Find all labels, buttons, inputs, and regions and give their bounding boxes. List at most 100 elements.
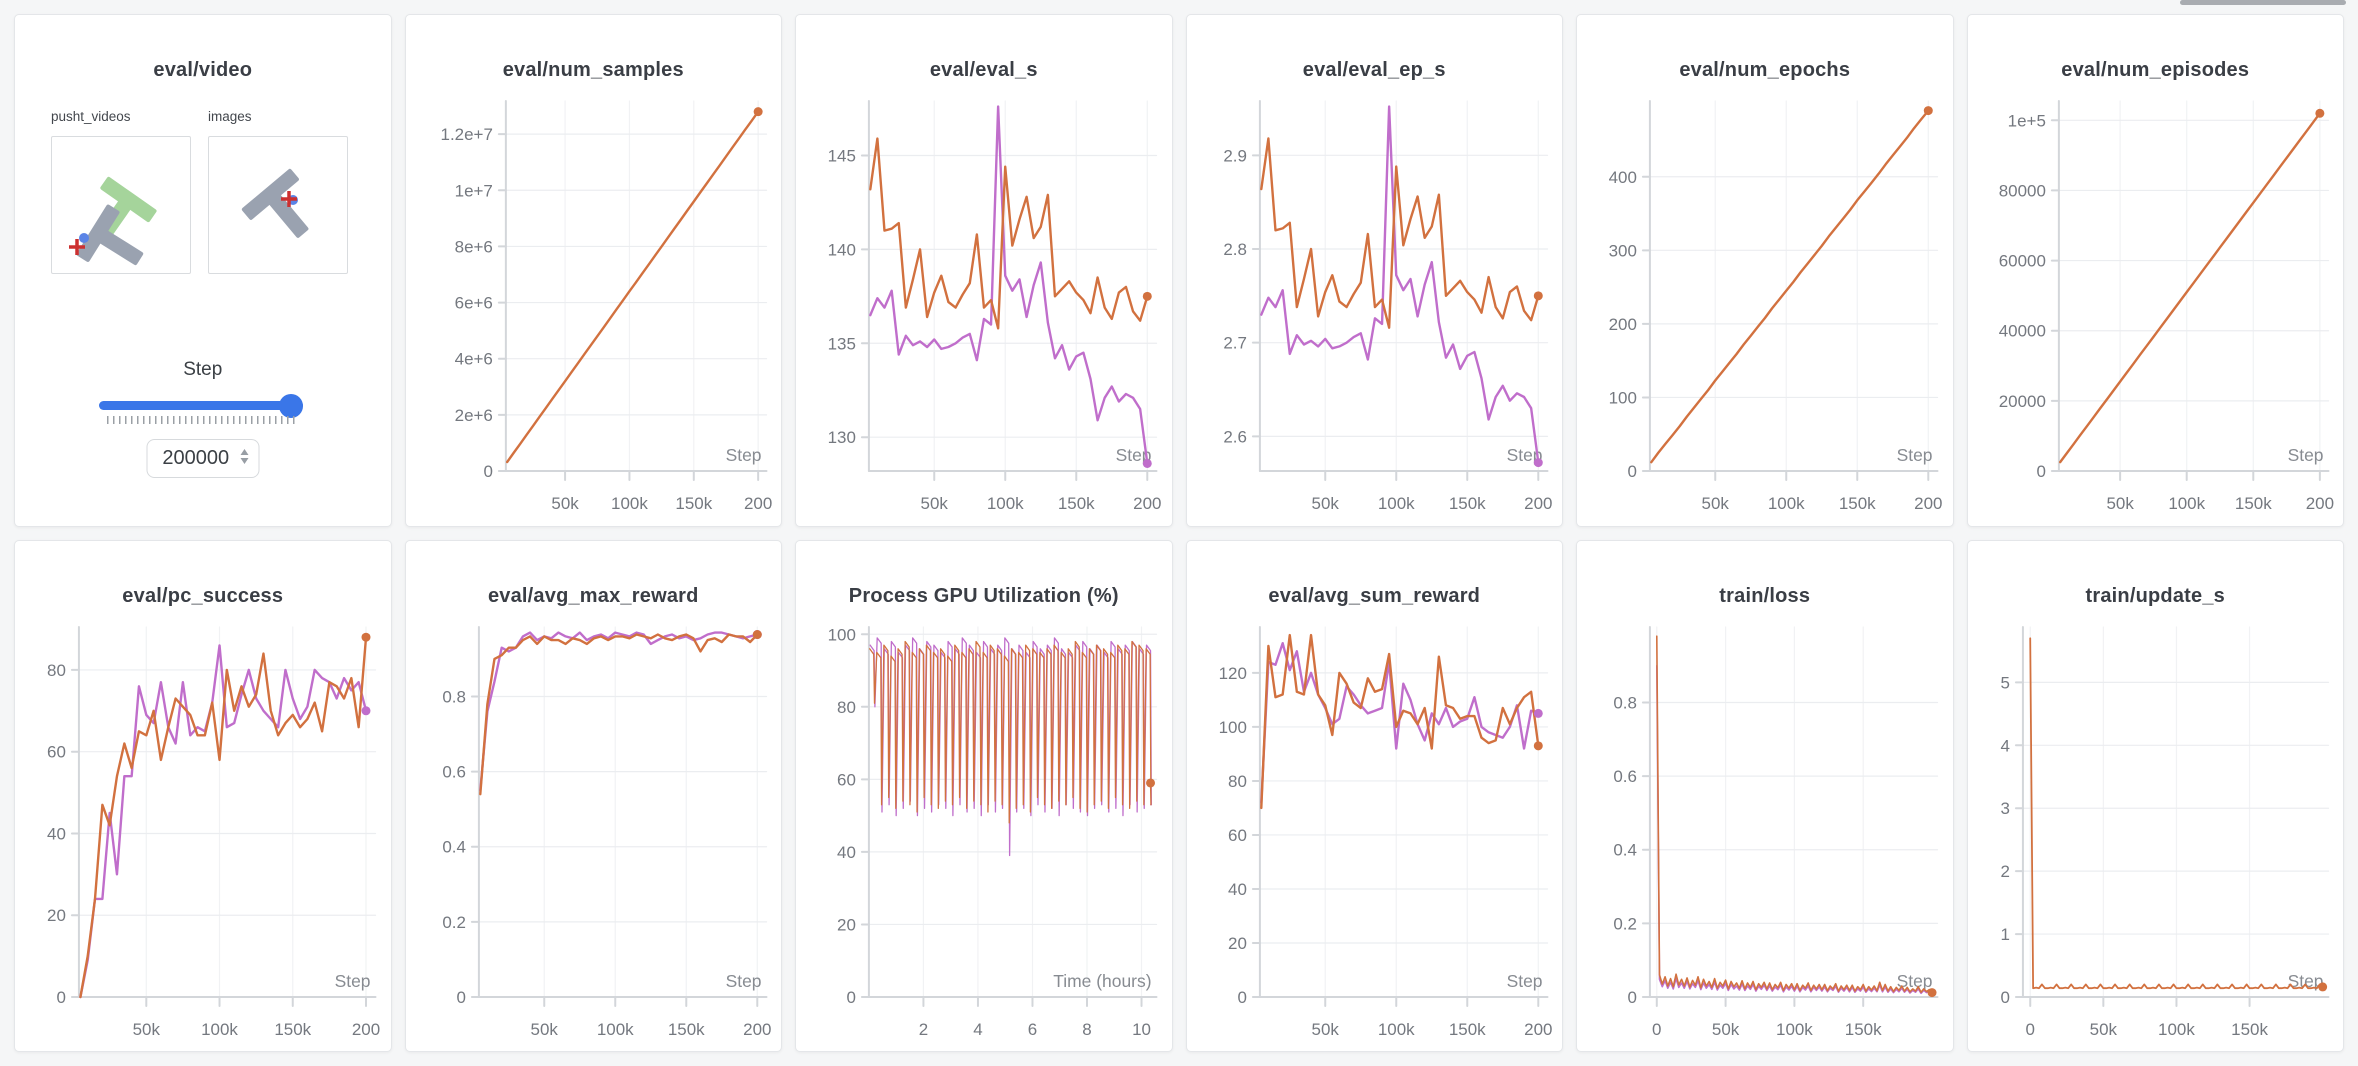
svg-text:80: 80 <box>47 660 66 679</box>
chart-title: eval/eval_s <box>929 59 1038 81</box>
svg-text:0: 0 <box>1627 462 1636 481</box>
svg-text:200: 200 <box>1609 315 1637 334</box>
svg-text:Step: Step <box>2287 970 2323 990</box>
stepper-arrows-icon[interactable] <box>240 449 249 464</box>
panel-eval-num-episodes[interactable]: eval/num_episodes 50k 100k 150k 200 0 20000 40… <box>1966 14 2344 527</box>
svg-text:2.9: 2.9 <box>1223 146 1247 165</box>
svg-text:135: 135 <box>828 334 856 353</box>
step-slider-label: Step <box>183 359 223 380</box>
panel-title: eval/video <box>153 59 253 81</box>
svg-text:0.2: 0.2 <box>442 912 466 931</box>
line-chart-num-samples: 50k 100k 150k 200 0 2e+6 4e+6 6e+6 8e+6 1e+7 1.2e+… <box>440 100 772 513</box>
panel-eval-pc-success[interactable]: eval/pc_success 50k 100k 150k 200 0 20 40 60 80 S… <box>14 539 392 1052</box>
video-thumbnail-images[interactable] <box>208 136 348 274</box>
svg-text:0.4: 0.4 <box>442 837 466 856</box>
panel-eval-eval-ep-s[interactable]: eval/eval_ep_s 50k 100k 150k 200 2.6 2.7 2.8 2.… <box>1185 14 1563 527</box>
svg-text:Time (hours): Time (hours) <box>1053 970 1151 990</box>
svg-text:6: 6 <box>1028 1019 1037 1038</box>
svg-text:100: 100 <box>828 625 856 644</box>
step-number-input[interactable]: 200000 <box>146 439 260 478</box>
svg-text:200: 200 <box>1133 494 1161 513</box>
svg-text:100k: 100k <box>611 494 648 513</box>
panel-eval-video[interactable]: eval/video pusht_videos images <box>14 14 392 527</box>
svg-text:200: 200 <box>1524 494 1552 513</box>
svg-text:40: 40 <box>47 824 66 843</box>
svg-text:0: 0 <box>57 987 66 1006</box>
svg-text:20: 20 <box>1228 933 1247 952</box>
svg-text:40: 40 <box>1228 879 1247 898</box>
step-slider-track[interactable] <box>99 401 303 410</box>
svg-text:1e+7: 1e+7 <box>454 181 492 200</box>
svg-text:50k: 50k <box>551 494 579 513</box>
svg-text:140: 140 <box>828 240 856 259</box>
panel-eval-avg-max-reward[interactable]: eval/avg_max_reward 50k 100k 150k 200 0 0.2 0.… <box>404 539 782 1052</box>
media-group-label-images: images <box>208 109 252 124</box>
svg-text:150k: 150k <box>2234 494 2271 513</box>
svg-text:150k: 150k <box>1058 494 1095 513</box>
svg-text:2: 2 <box>2000 862 2009 881</box>
svg-text:0.8: 0.8 <box>1613 693 1637 712</box>
svg-text:4: 4 <box>973 1019 982 1038</box>
panel-eval-num-samples[interactable]: eval/num_samples 50k 100k 150k 200 0 2e+6 4e+6… <box>404 14 782 527</box>
panel-eval-avg-sum-reward[interactable]: eval/avg_sum_reward 50k 100k 150k 200 0 20 40 6… <box>1185 539 1563 1052</box>
chevron-up-icon[interactable] <box>240 449 249 455</box>
panel-train-update-s[interactable]: train/update_s 0 50k 100k 150k 0 1 2 3 4 5 Step <box>1966 539 2344 1052</box>
svg-text:Step: Step <box>725 445 761 465</box>
step-value: 200000 <box>162 447 230 469</box>
svg-text:150k: 150k <box>1448 1019 1485 1038</box>
svg-text:0: 0 <box>483 462 492 481</box>
line-chart-pc-success: 50k 100k 150k 200 0 20 40 60 80 Step <box>47 625 380 1039</box>
svg-text:20: 20 <box>837 915 856 934</box>
svg-text:0: 0 <box>2025 1019 2034 1038</box>
svg-text:60: 60 <box>837 770 856 789</box>
panel-eval-eval-s[interactable]: eval/eval_s 50k 100k 150k 200 130 135 140 145 St… <box>795 14 1173 527</box>
panel-eval-num-epochs[interactable]: eval/num_epochs 50k 100k 150k 200 0 100 200 300… <box>1576 14 1954 527</box>
svg-text:120: 120 <box>1218 663 1246 682</box>
chart-title: eval/num_epochs <box>1679 59 1851 81</box>
svg-text:100k: 100k <box>1776 1019 1813 1038</box>
line-chart-train-update-s: 0 50k 100k 150k 0 1 2 3 4 5 Step <box>2000 625 2330 1039</box>
chart-title: eval/avg_sum_reward <box>1268 584 1481 607</box>
goal-cross-icon <box>281 191 297 207</box>
panel-train-loss[interactable]: train/loss 0 50k 100k 150k 0 0.2 0.4 0.6 0.8 Step <box>1576 539 1954 1052</box>
svg-text:Step: Step <box>1506 445 1542 465</box>
chevron-down-icon[interactable] <box>240 458 249 464</box>
svg-text:145: 145 <box>828 146 856 165</box>
chart-title: eval/num_episodes <box>2061 59 2250 81</box>
line-chart-avg-max-reward: 50k 100k 150k 200 0 0.2 0.4 0.6 0.8 Step <box>442 625 771 1039</box>
svg-text:100k: 100k <box>1377 494 1414 513</box>
svg-text:50k: 50k <box>1311 494 1339 513</box>
svg-text:Step: Step <box>1506 970 1542 990</box>
svg-text:50k: 50k <box>1702 494 1730 513</box>
svg-text:200: 200 <box>352 1019 380 1038</box>
svg-text:8: 8 <box>1082 1019 1091 1038</box>
chart-title: eval/num_samples <box>502 59 684 81</box>
panel-gpu-utilization[interactable]: Process GPU Utilization (%) 2 4 6 8 10 0 20 40 6… <box>795 539 1173 1052</box>
svg-text:100: 100 <box>1218 717 1246 736</box>
svg-text:0: 0 <box>2000 987 2009 1006</box>
svg-text:50k: 50k <box>133 1019 161 1038</box>
horizontal-scrollbar[interactable] <box>2180 0 2346 5</box>
svg-text:0: 0 <box>1237 987 1246 1006</box>
media-group-label-pusht-videos: pusht_videos <box>51 109 131 124</box>
goal-cross-icon <box>69 239 85 255</box>
svg-text:100k: 100k <box>2168 494 2205 513</box>
svg-text:Step: Step <box>725 970 761 990</box>
svg-text:50k: 50k <box>2106 494 2134 513</box>
svg-text:20000: 20000 <box>1998 392 2045 411</box>
svg-text:80: 80 <box>1228 771 1247 790</box>
gray-t-shape <box>76 204 144 266</box>
svg-text:0.2: 0.2 <box>1613 914 1637 933</box>
video-thumbnail-pusht[interactable] <box>51 136 191 274</box>
svg-text:130: 130 <box>828 428 856 447</box>
svg-text:0: 0 <box>2036 462 2045 481</box>
step-slider-thumb[interactable] <box>279 394 303 418</box>
agent-dot <box>79 233 89 243</box>
svg-text:150k: 150k <box>274 1019 311 1038</box>
svg-text:200: 200 <box>2305 494 2333 513</box>
svg-text:200: 200 <box>743 1019 771 1038</box>
svg-text:1.2e+7: 1.2e+7 <box>440 125 492 144</box>
svg-text:100k: 100k <box>1377 1019 1414 1038</box>
svg-text:2.7: 2.7 <box>1223 334 1247 353</box>
